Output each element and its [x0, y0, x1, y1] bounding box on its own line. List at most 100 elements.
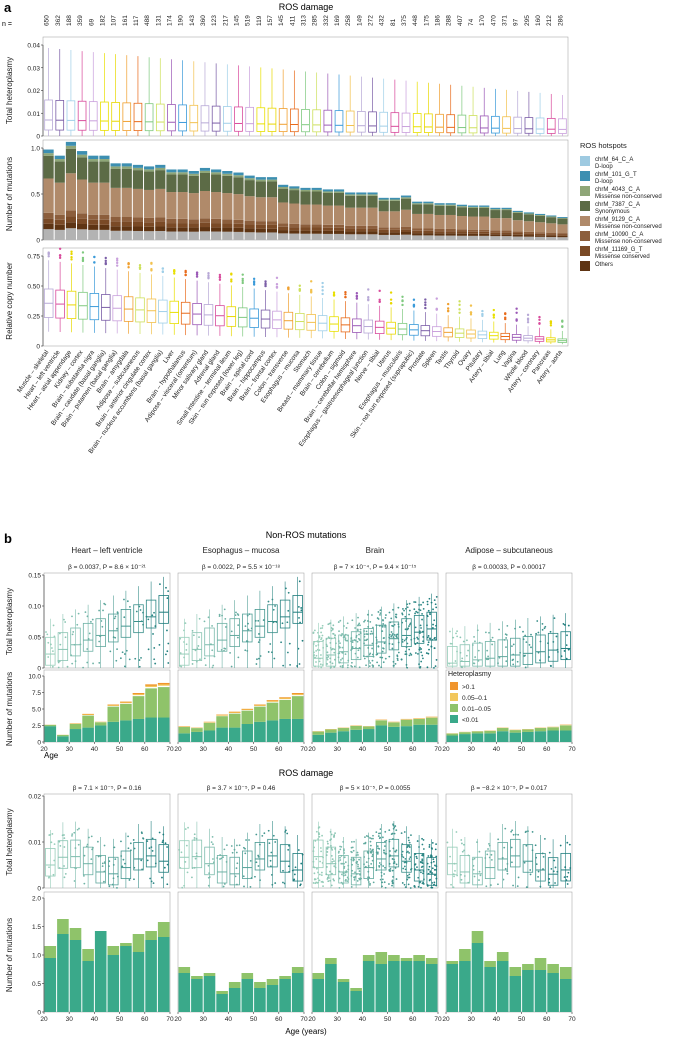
a-mutation-segment: [155, 167, 166, 171]
b-mut-y-tick-label: 2.0: [32, 896, 41, 903]
b-x-tick-label: 70: [166, 746, 174, 753]
ros-legend-label: chrM_101_G_T: [595, 172, 637, 178]
a-mutations-y-tick-label: 0: [36, 238, 40, 245]
b-age-point: [364, 865, 367, 868]
b-bar-mid: [82, 715, 94, 728]
b-age-point: [153, 647, 156, 649]
b-age-point: [133, 847, 136, 850]
b-age-point: [222, 856, 224, 859]
b-age-point: [478, 850, 481, 853]
n-value: 448: [412, 15, 419, 26]
b-age-point: [421, 882, 424, 885]
b-age-box: [459, 855, 471, 884]
b-bar-low: [178, 733, 191, 742]
ros-legend-label: chrM_64_C_A: [595, 157, 633, 163]
b-age-point: [379, 878, 382, 881]
b-bar-low: [291, 973, 304, 1012]
b-age-point: [543, 837, 546, 840]
b-bar-mid: [266, 702, 279, 721]
b-x-tick-label: 60: [543, 746, 551, 753]
b-age-point: [326, 847, 329, 850]
a-mutation-segment: [467, 233, 479, 236]
b-age-point: [425, 652, 428, 654]
n-value: 74: [468, 18, 475, 26]
b-age-point: [459, 651, 462, 654]
b-age-box: [204, 846, 215, 876]
a-mutation-segment: [121, 187, 132, 217]
b-age-point: [434, 636, 436, 639]
a-mutation-segment: [144, 166, 155, 170]
b-bar-panel-frame: [445, 669, 573, 743]
b-age-point: [59, 844, 62, 847]
b-age-point: [356, 656, 359, 659]
b-age-point: [333, 879, 335, 882]
b-age-point: [248, 613, 251, 616]
a-copy-outlier: [275, 285, 279, 288]
b-age-point: [180, 665, 183, 668]
b-age-point: [338, 630, 340, 633]
a-het-box: [111, 102, 120, 131]
b-bar-mid: [509, 967, 522, 976]
b-age-point: [385, 614, 387, 616]
a-mutation-segment: [77, 218, 88, 224]
b-age-point: [319, 657, 321, 660]
b-age-point: [385, 852, 388, 855]
b-age-point: [451, 642, 453, 645]
b-age-point: [356, 851, 359, 854]
a-mutation-segment: [166, 174, 177, 193]
b-age-point: [460, 873, 462, 876]
b-age-point: [511, 861, 513, 864]
b-age-point: [218, 613, 221, 616]
a-copy-outlier: [241, 273, 244, 276]
b-age-point: [315, 830, 318, 833]
a-mutation-segment: [65, 210, 77, 217]
b-bar-low: [388, 726, 400, 742]
b-age-point: [478, 641, 481, 644]
b-age-point: [414, 863, 416, 866]
b-age-point: [430, 855, 433, 858]
b-age-point: [344, 861, 347, 864]
a-mutation-segment: [300, 189, 311, 192]
b-age-point: [369, 662, 371, 664]
b-age-point: [403, 639, 406, 642]
b-age-point: [430, 645, 433, 648]
b-bar-low: [228, 988, 241, 1012]
a-het-box: [424, 113, 433, 134]
b-age-point: [384, 866, 386, 869]
b-age-point: [357, 863, 359, 866]
b-age-point: [556, 648, 559, 651]
b-age-point: [86, 843, 89, 846]
b-age-point: [422, 839, 425, 841]
b-age-point: [484, 631, 487, 634]
b-age-point: [352, 639, 354, 642]
b-age-point: [111, 883, 114, 886]
a-mutation-segment: [155, 164, 166, 168]
a-mutation-segment: [434, 214, 445, 229]
a-mutation-segment: [199, 218, 211, 223]
b-x-tick-label: 70: [568, 1016, 576, 1023]
ros-legend-label: Others: [595, 262, 613, 268]
b-age-point: [366, 620, 369, 622]
panel-b-top-title: Non-ROS mutations: [266, 530, 347, 540]
b-age-point: [516, 885, 519, 888]
b-age-point: [282, 881, 284, 884]
b-bar-mid: [388, 722, 400, 727]
b-age-point: [416, 636, 419, 639]
a-mutation-segment: [77, 229, 88, 240]
b-age-point: [333, 636, 336, 639]
b-age-point: [333, 648, 336, 651]
b-age-point: [237, 614, 240, 616]
b-age-point: [381, 878, 384, 881]
a-mutation-segment: [345, 195, 356, 208]
b-age-point: [87, 638, 90, 640]
b-age-point: [341, 883, 344, 885]
b-age-point: [120, 855, 123, 857]
panel-a-label: a: [4, 0, 12, 15]
b-age-point: [183, 629, 185, 632]
b-bar-low: [57, 934, 69, 1012]
a-mutation-segment: [400, 234, 412, 240]
b-age-point: [498, 628, 500, 631]
b-age-point: [384, 617, 387, 619]
b-bar-low: [279, 718, 291, 742]
b-bar-low: [191, 979, 203, 1012]
